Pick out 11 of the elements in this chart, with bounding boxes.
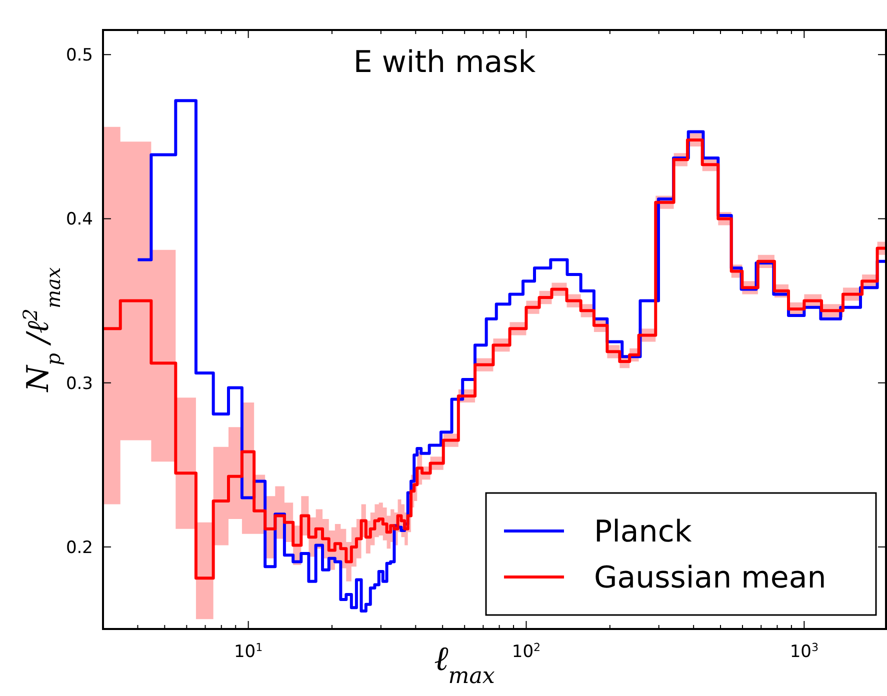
y-tick-label: 0.3 <box>66 374 93 394</box>
text: E with mask <box>353 45 536 80</box>
x-axis-title: ℓ$_{max}$ <box>434 639 496 689</box>
x-tick-label: 10$^{3}$ <box>790 640 818 662</box>
legend-label: Gaussian mean <box>594 560 826 596</box>
x-tick-label: 10$^{1}$ <box>234 640 263 662</box>
y-tick-label: 0.5 <box>66 46 93 66</box>
legend-label: Planck <box>594 514 692 550</box>
x-tick-label: 10$^{2}$ <box>512 640 541 662</box>
y-tick-label: 0.2 <box>66 538 93 558</box>
y-tick-label: 0.4 <box>66 210 93 230</box>
